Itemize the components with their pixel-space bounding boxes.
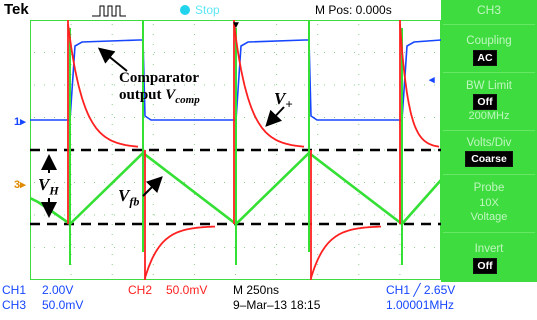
- brand-logo: Tek: [4, 1, 29, 18]
- ch1-ground-marker[interactable]: 1▸: [14, 115, 26, 128]
- ch2-scale: 50.0mV: [166, 283, 208, 297]
- annotation-vplus: V+: [274, 89, 293, 112]
- annotation-comparator-var: V: [165, 87, 176, 103]
- ch2-waveform: [310, 225, 381, 279]
- trigger-time-arrow-icon[interactable]: ▼: [231, 20, 241, 31]
- annotation-comparator-line2: output Vcomp: [119, 87, 200, 106]
- probe-label: Probe: [473, 182, 505, 194]
- vplus-arrow-icon: [265, 106, 285, 127]
- annotation-vfb: Vfb: [118, 186, 139, 209]
- ch2-waveform: [399, 23, 440, 148]
- bw-limit-button[interactable]: Off: [473, 94, 497, 110]
- ch1-arrow-icon: ▸: [20, 116, 26, 128]
- top-status-bar: Tek Stop M Pos: 0.000s: [0, 0, 537, 20]
- trigger-level-arrow-icon[interactable]: ◂: [429, 74, 435, 86]
- invert-label: Invert: [474, 243, 504, 255]
- ch3-scale: 50.0mV: [42, 298, 84, 312]
- ch1-scale: 2.00V: [42, 283, 74, 297]
- ch1-label: CH1: [2, 283, 27, 297]
- ch3-ground-marker[interactable]: 3▸: [14, 178, 26, 191]
- menu-separator: [443, 24, 535, 25]
- ch2-waveform: [233, 23, 305, 148]
- run-state-icon: [180, 5, 190, 15]
- invert-button[interactable]: Off: [473, 258, 497, 274]
- trigger-pulse-icon: [92, 5, 126, 17]
- ch3-arrow-icon: ▸: [20, 179, 26, 191]
- annotation-vplus-sub: +: [285, 96, 293, 112]
- horizontal-position: M Pos: 0.000s: [315, 3, 392, 17]
- date-time: 9–Mar–13 18:15: [233, 298, 321, 312]
- probe-attenuation[interactable]: 10X: [479, 197, 499, 209]
- bw-limit-sub: 200MHz: [468, 110, 510, 122]
- menu-separator: [443, 72, 535, 73]
- trigger-frequency: 1.00001MHz: [386, 298, 455, 312]
- annotation-comparator-sub: comp: [175, 94, 200, 106]
- annotation-comparator-prefix: output: [119, 87, 166, 103]
- annotation-vh-sub: H: [49, 183, 59, 198]
- ch2-label: CH2: [128, 283, 153, 297]
- comparator-arrow-icon: [97, 47, 128, 72]
- bottom-status-bar: CH1 2.00V CH2 50.0mV CH3 50.0mV M 250ns …: [0, 282, 537, 320]
- run-state: Stop: [195, 3, 220, 17]
- annotation-vh: VH: [38, 175, 59, 198]
- menu-channel-title: CH3: [476, 3, 501, 17]
- bw-limit-label: BW Limit: [466, 80, 512, 92]
- vfb-arrow-icon: [142, 176, 163, 197]
- ch3-label: CH3: [2, 298, 27, 312]
- menu-separator: [443, 174, 535, 175]
- annotation-vfb-var: V: [118, 186, 130, 205]
- annotation-comparator: Comparator output Vcomp: [119, 70, 200, 106]
- annotation-vplus-var: V: [274, 89, 286, 108]
- menu-separator: [443, 130, 535, 131]
- ch1-marker-label: 1: [14, 116, 21, 128]
- probe-type[interactable]: Voltage: [470, 211, 508, 223]
- timebase: M 250ns: [233, 283, 280, 297]
- annotation-vfb-sub: fb: [129, 194, 140, 209]
- ch2-waveform: [67, 23, 139, 148]
- trigger-setting: CH1 ╱ 2.65V: [386, 283, 456, 297]
- volts-div-label: Volts/Div: [466, 137, 512, 149]
- ch3-marker-label: 3: [14, 179, 21, 191]
- annotation-comparator-line1: Comparator: [119, 70, 199, 86]
- side-menu: CH3 Coupling AC BW Limit Off 200MHz Volt…: [441, 0, 537, 282]
- ch2-waveform: [144, 225, 215, 279]
- menu-separator: [443, 232, 535, 233]
- coupling-button[interactable]: AC: [473, 50, 497, 66]
- coupling-label: Coupling: [466, 35, 512, 47]
- volts-div-button[interactable]: Coarse: [465, 151, 513, 167]
- annotation-vh-var: V: [38, 175, 50, 194]
- waveform-graticule: [30, 20, 441, 280]
